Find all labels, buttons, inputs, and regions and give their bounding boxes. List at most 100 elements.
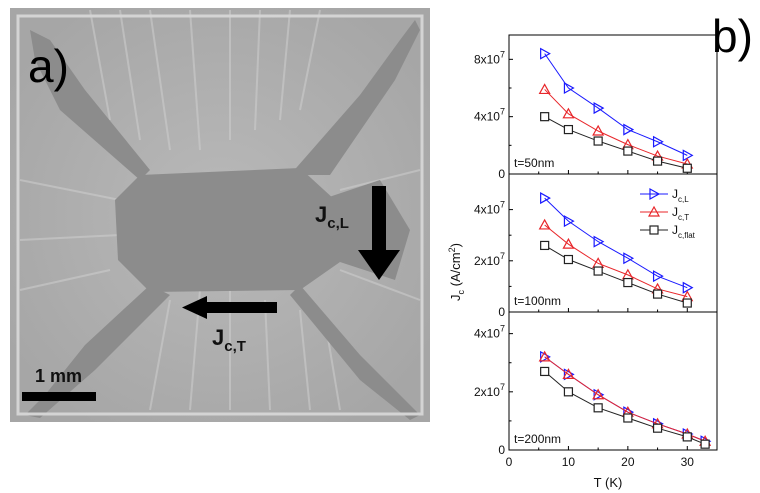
panel-b-letter: b) <box>712 10 753 62</box>
series-j-c-flat <box>540 112 692 173</box>
y-tick-mantissa: 0 <box>498 167 505 181</box>
data-point <box>682 281 694 294</box>
legend-marker <box>647 205 661 217</box>
y-tick-exponent: 7 <box>500 107 505 117</box>
data-point <box>592 388 605 400</box>
label-jc-l: Jc,L <box>315 202 349 232</box>
data-point <box>562 237 575 249</box>
y-tick-exponent: 7 <box>500 382 505 392</box>
legend-label: Jc,L <box>672 187 689 204</box>
y-tick-mantissa: 2x10 <box>474 254 500 268</box>
legend-marker <box>649 187 661 201</box>
data-point <box>562 368 575 379</box>
data-point <box>540 112 550 122</box>
data-point <box>700 439 710 449</box>
series-line <box>544 53 688 156</box>
data-point <box>593 136 603 146</box>
x-tick-label: 20 <box>621 455 635 469</box>
data-point <box>563 254 574 265</box>
y-tick-mantissa: 4x10 <box>474 327 500 341</box>
data-point <box>538 218 551 230</box>
series-j-c-flat <box>540 240 692 308</box>
legend-label-main: J <box>672 223 678 237</box>
arrow-jc-t <box>182 296 277 319</box>
legend-label-sub: c,flat <box>678 231 696 240</box>
series-j-c-l <box>540 192 694 294</box>
legend-label-main: J <box>672 187 678 201</box>
thickness-label: t=200nm <box>514 432 561 446</box>
y-tick-label: 8x107 <box>474 49 505 66</box>
series-j-c-t <box>538 218 694 302</box>
y-tick-exponent: 7 <box>500 324 505 334</box>
data-point <box>593 102 605 115</box>
y-axis-label: Jc (A/cm2) <box>447 243 466 301</box>
data-point <box>682 432 692 442</box>
data-point <box>623 123 635 136</box>
x-tick-label: 30 <box>681 455 695 469</box>
data-point <box>652 135 664 148</box>
thickness-label: t=100nm <box>514 294 561 308</box>
data-point <box>563 368 575 381</box>
label-jc-t: Jc,T <box>212 325 246 355</box>
data-point <box>682 149 694 162</box>
series-j-c-t <box>538 350 712 446</box>
data-point <box>563 387 574 397</box>
data-point <box>593 266 603 276</box>
data-point <box>540 366 550 377</box>
panel-a-letter: a) <box>28 40 69 92</box>
y-tick-mantissa: 4x10 <box>474 203 500 217</box>
series-line <box>544 116 688 169</box>
legend-label: Jc,T <box>672 205 689 222</box>
scale-bar <box>22 392 96 401</box>
data-point <box>592 124 605 136</box>
y-tick-label: 0 <box>498 167 505 181</box>
data-point <box>652 423 663 433</box>
y-tick-mantissa: 4x10 <box>474 110 500 124</box>
data-point <box>563 124 574 135</box>
y-tick-mantissa: 2x10 <box>474 385 500 399</box>
legend-label-sub: c,T <box>678 213 689 222</box>
data-point <box>538 83 551 95</box>
y-tick-exponent: 7 <box>500 251 505 261</box>
data-point <box>623 277 633 288</box>
series-j-c-l <box>540 350 712 448</box>
data-point <box>652 289 663 299</box>
arrow-jc-l <box>358 186 400 280</box>
data-point <box>540 47 551 60</box>
x-axis-label: T (K) <box>594 475 623 490</box>
mo-image-texture <box>16 9 424 420</box>
data-point <box>540 240 550 251</box>
data-point <box>563 215 575 228</box>
data-point <box>538 350 551 362</box>
legend-label: Jc,flat <box>672 223 696 240</box>
data-point <box>593 388 605 401</box>
data-point <box>682 298 692 308</box>
series-line <box>544 89 688 165</box>
series-j-c-flat <box>540 366 710 449</box>
legend: Jc,LJc,TJc,flat <box>640 187 696 240</box>
y-tick-label: 4x107 <box>474 200 505 217</box>
data-point <box>682 163 692 173</box>
x-tick-label: 10 <box>562 455 576 469</box>
data-point <box>540 192 551 205</box>
panel-a: a) Jc,L Jc,T 1 mm <box>10 8 430 422</box>
y-tick-label: 2x107 <box>474 382 505 399</box>
mo-sample-edge <box>16 14 424 416</box>
y-tick-mantissa: 8x10 <box>474 52 500 66</box>
legend-marker <box>649 225 659 235</box>
panel-b: b) 04x1078x107t=50nm02x1074x107t=100nmJc… <box>447 10 753 490</box>
y-tick-label: 0 <box>498 443 505 457</box>
plot-frame <box>508 311 718 451</box>
y-tick-exponent: 7 <box>500 200 505 210</box>
y-tick-mantissa: 0 <box>498 305 505 319</box>
data-point <box>593 235 605 248</box>
data-point <box>652 270 664 283</box>
legend-label-main: J <box>672 205 678 219</box>
y-tick-label: 2x107 <box>474 251 505 268</box>
scale-bar-label: 1 mm <box>35 366 82 386</box>
data-point <box>593 403 603 413</box>
